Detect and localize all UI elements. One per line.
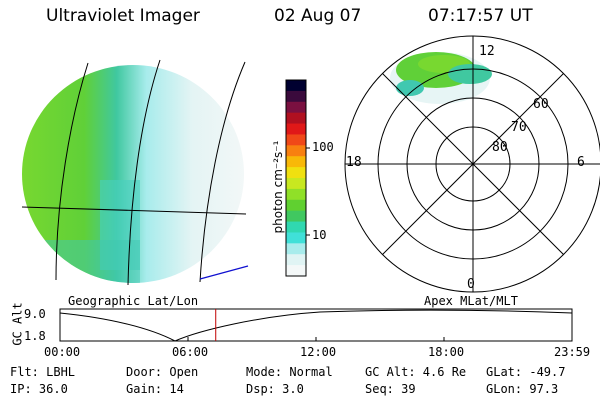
timeline-x-tick-0000: 00:00 [44,345,81,359]
colorbar-segment [286,232,306,244]
colorbar-segment [286,167,306,179]
colorbar-segment [286,188,306,201]
colorbar-segment [286,265,306,277]
colorbar-segment [286,112,306,125]
mlt-label-6: 6 [577,155,585,170]
colorbar-strip [286,80,306,277]
lat-label-70: 70 [511,120,527,135]
time-label: 07:17:57 UT [428,6,533,26]
timeline-x-tick-1800: 18:00 [428,345,465,359]
timeline-y-tick-min: 1.8 [24,329,46,343]
colorbar-segment [286,145,306,157]
info-door: Door: Open [126,365,199,379]
info-dsp: Dsp: 3.0 [246,382,304,396]
colorbar-segment [286,178,306,190]
polar-caption: Apex MLat/MLT [424,294,518,308]
info-ip: IP: 36.0 [10,382,68,396]
timeline-x-tick-0600: 06:00 [172,345,209,359]
timeline-axis-title: GC Alt [10,302,25,346]
colorbar-tick-10: 10 [312,228,327,242]
mlt-label-18: 18 [346,155,362,170]
timeline-x-tick-1200: 12:00 [300,345,337,359]
info-filter: Flt: LBHL [10,365,76,379]
date-label: 02 Aug 07 [274,6,362,26]
geographic-caption: Geographic Lat/Lon [68,294,199,308]
colorbar-segment [286,254,306,266]
info-mode: Mode: Normal [246,365,333,379]
info-glat: GLat: -49.7 [486,365,566,379]
colorbar-segment [286,123,306,135]
colorbar-segment [286,243,306,255]
mlt-label-0: 0 [467,277,475,292]
colorbar-segment [286,80,306,92]
colorbar-segment [286,90,306,103]
mlt-label-12: 12 [479,44,495,59]
info-seq: Seq: 39 [365,382,416,396]
colorbar-segment [286,101,306,114]
lat-label-60: 60 [533,97,549,112]
lat-label-80: 80 [492,140,508,155]
colorbar-segment [286,199,306,212]
colorbar-tick-100: 100 [312,140,334,154]
info-glon: GLon: 97.3 [486,382,559,396]
instrument-title: Ultraviolet Imager [46,6,200,26]
colorbar-segment [286,134,306,146]
colorbar-segment [286,221,306,233]
colorbar-segment [286,210,306,223]
colorbar-segment [286,156,306,168]
info-gain: Gain: 14 [126,382,184,396]
timeline-y-tick-max: 9.0 [24,307,46,321]
info-gc-alt: GC Alt: 4.6 Re [365,365,467,379]
timeline-x-tick-2359: 23:59 [554,345,591,359]
